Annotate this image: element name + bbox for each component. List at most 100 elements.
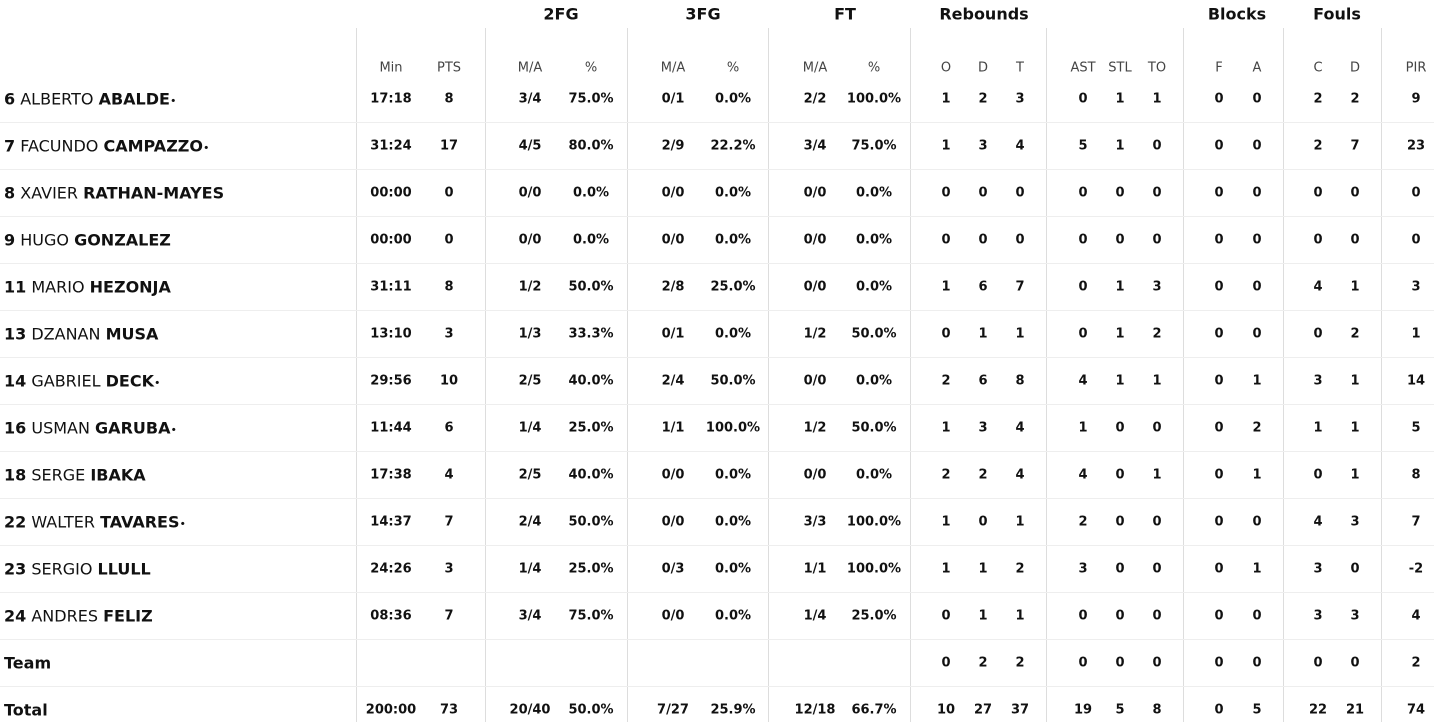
stat-cell: 0 bbox=[1214, 326, 1224, 342]
starter-mark: • bbox=[203, 141, 210, 155]
stat-cell: 4 bbox=[1078, 467, 1088, 483]
last-name: IBAKA bbox=[90, 465, 146, 485]
player-number: 7 bbox=[4, 136, 16, 156]
stat-cell: 08:36 bbox=[370, 608, 412, 624]
stat-cell: 0 bbox=[978, 514, 988, 530]
stat-cell: 7/27 bbox=[657, 702, 689, 718]
stat-cell: 2 bbox=[1350, 91, 1360, 107]
row-divider bbox=[0, 639, 1434, 640]
player-name: 24 ANDRES FELIZ bbox=[4, 607, 153, 626]
stat-cell: 200:00 bbox=[365, 702, 417, 718]
last-name: MUSA bbox=[105, 324, 159, 344]
stat-cell: 25.9% bbox=[710, 702, 756, 718]
row-divider bbox=[0, 592, 1434, 593]
stat-cell: 0 bbox=[1115, 467, 1125, 483]
first-name: SERGE bbox=[31, 465, 86, 485]
column-header: % bbox=[867, 60, 881, 76]
stat-cell: 1 bbox=[1152, 373, 1162, 389]
stat-cell: 17:38 bbox=[370, 467, 412, 483]
column-header: T bbox=[1016, 60, 1024, 76]
stat-cell: 2 bbox=[978, 655, 988, 671]
row-divider bbox=[0, 451, 1434, 452]
stat-cell: 0/0 bbox=[661, 467, 685, 483]
player-number: 13 bbox=[4, 324, 27, 344]
stat-cell: 0 bbox=[1214, 514, 1224, 530]
stat-cell: 7 bbox=[1350, 138, 1360, 154]
row-divider bbox=[0, 169, 1434, 170]
stat-cell: 0 bbox=[1252, 232, 1262, 248]
stat-cell: 0/0 bbox=[803, 232, 827, 248]
stat-cell: 50.0% bbox=[568, 514, 614, 530]
stat-cell: 12/18 bbox=[794, 702, 836, 718]
stat-cell: 80.0% bbox=[568, 138, 614, 154]
stat-cell: 4 bbox=[1015, 420, 1025, 436]
stat-cell: 0 bbox=[1152, 232, 1162, 248]
stat-cell: 0 bbox=[1214, 608, 1224, 624]
stat-cell: 0/0 bbox=[803, 467, 827, 483]
column-header: C bbox=[1313, 60, 1323, 76]
stat-cell: 8 bbox=[1015, 373, 1025, 389]
stat-cell: 0/0 bbox=[803, 279, 827, 295]
stat-cell: 0.0% bbox=[714, 185, 752, 201]
stat-cell: 0 bbox=[1115, 561, 1125, 577]
stat-cell: 0 bbox=[1078, 608, 1088, 624]
stat-cell: 2/4 bbox=[661, 373, 685, 389]
stat-cell: 0.0% bbox=[855, 279, 893, 295]
stat-cell: 0/3 bbox=[661, 561, 685, 577]
stat-cell: 6 bbox=[978, 373, 988, 389]
column-divider bbox=[627, 28, 628, 722]
stat-cell: 1 bbox=[941, 138, 951, 154]
stat-cell: 2 bbox=[1411, 655, 1421, 671]
stat-cell: 50.0% bbox=[851, 420, 897, 436]
stat-cell: 0 bbox=[1252, 185, 1262, 201]
stat-cell: 3 bbox=[978, 420, 988, 436]
stat-cell: 0 bbox=[1252, 326, 1262, 342]
stat-cell: 7 bbox=[444, 608, 454, 624]
stat-cell: 0 bbox=[1252, 655, 1262, 671]
stat-cell: 1/4 bbox=[518, 420, 542, 436]
row-label: Total bbox=[4, 700, 48, 720]
stat-cell: 0/0 bbox=[661, 514, 685, 530]
stat-cell: 0 bbox=[941, 655, 951, 671]
stat-cell: 2 bbox=[1252, 420, 1262, 436]
stat-cell: 0 bbox=[1214, 373, 1224, 389]
last-name: GONZALEZ bbox=[74, 230, 171, 250]
stat-cell: 0 bbox=[1350, 561, 1360, 577]
stat-cell: 23 bbox=[1406, 138, 1426, 154]
stat-cell: 75.0% bbox=[568, 91, 614, 107]
stat-cell: 8 bbox=[444, 91, 454, 107]
player-name: 23 SERGIO LLULL bbox=[4, 560, 151, 579]
stat-cell: 75.0% bbox=[568, 608, 614, 624]
stat-cell: 0 bbox=[941, 232, 951, 248]
column-divider bbox=[485, 28, 486, 722]
player-name: 9 HUGO GONZALEZ bbox=[4, 231, 171, 250]
first-name: MARIO bbox=[31, 277, 85, 297]
stat-cell: 0 bbox=[1015, 232, 1025, 248]
stat-cell: 1/1 bbox=[661, 420, 685, 436]
stat-cell: 0 bbox=[1115, 608, 1125, 624]
stat-cell: 40.0% bbox=[568, 373, 614, 389]
player-name: 11 MARIO HEZONJA bbox=[4, 278, 171, 297]
stat-cell: 0.0% bbox=[714, 91, 752, 107]
column-header: % bbox=[584, 60, 598, 76]
stat-cell: 3 bbox=[1313, 561, 1323, 577]
stat-cell: 1/2 bbox=[803, 420, 827, 436]
column-header: M/A bbox=[517, 60, 543, 76]
stat-cell: 0.0% bbox=[855, 232, 893, 248]
stat-cell: 0 bbox=[1078, 326, 1088, 342]
stat-cell: 3/4 bbox=[518, 608, 542, 624]
stat-cell: 14 bbox=[1406, 373, 1426, 389]
stat-cell: 7 bbox=[1411, 514, 1421, 530]
stat-cell: 1 bbox=[1252, 373, 1262, 389]
stat-cell: 00:00 bbox=[370, 185, 412, 201]
stat-cell: 50.0% bbox=[851, 326, 897, 342]
column-header: F bbox=[1215, 60, 1223, 76]
player-number: 23 bbox=[4, 559, 27, 579]
stat-cell: 1 bbox=[1313, 420, 1323, 436]
stat-cell: 1 bbox=[941, 279, 951, 295]
stat-cell: 1 bbox=[941, 420, 951, 436]
first-name: USMAN bbox=[31, 418, 90, 438]
last-name: HEZONJA bbox=[89, 277, 171, 297]
row-divider bbox=[0, 263, 1434, 264]
